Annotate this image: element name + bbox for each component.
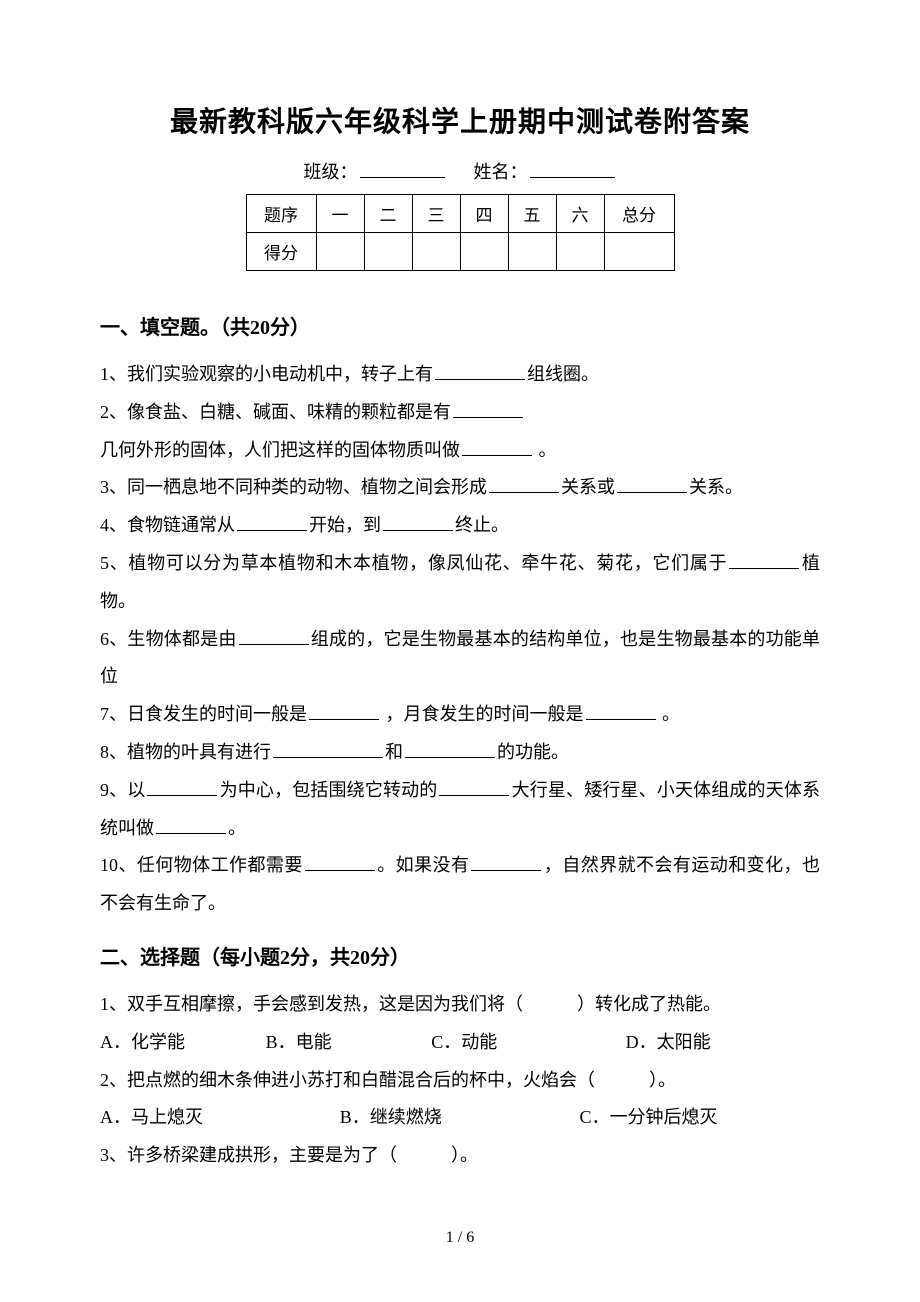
q4-text-c: 终止。 (455, 515, 509, 535)
score-cell-5[interactable] (508, 233, 556, 271)
q8-text-a: 8、植物的叶具有进行 (100, 742, 271, 762)
q8-text-c: 的功能。 (497, 742, 569, 762)
q4-text-a: 4、食物链通常从 (100, 515, 235, 535)
s2-q2: 2、把点燃的细木条伸进小苏打和白醋混合后的杯中，火焰会（ ）。 (100, 1062, 820, 1100)
s2-q2-options: A．马上熄灭 B．继续燃烧 C．一分钟后熄灭 (100, 1099, 820, 1137)
q4-text-b: 开始，到 (309, 515, 381, 535)
s2-q1: 1、双手互相摩擦，手会感到发热，这是因为我们将（ ）转化成了热能。 (100, 986, 820, 1024)
q7-text-a: 7、日食发生的时间一般是 (100, 704, 307, 724)
score-table: 题序 一 二 三 四 五 六 总分 得分 (246, 194, 675, 271)
s1-q7: 7、日食发生的时间一般是 ，月食发生的时间一般是 。 (100, 696, 820, 734)
s1-q4: 4、食物链通常从 开始，到 终止。 (100, 507, 820, 545)
q1-blank[interactable] (435, 362, 525, 380)
q4-blank-2[interactable] (383, 513, 453, 531)
q3-blank-2[interactable] (617, 475, 687, 493)
q9-text-a: 9、以 (100, 780, 145, 800)
score-table-header-row: 题序 一 二 三 四 五 六 总分 (246, 195, 674, 233)
q6-text-a: 6、生物体都是由 (100, 629, 237, 649)
score-cell-6[interactable] (556, 233, 604, 271)
q2-blank-2[interactable] (462, 438, 532, 456)
q2-text-c: 。 (534, 440, 557, 460)
class-label: 班级： (304, 162, 358, 182)
score-row-label: 得分 (246, 233, 316, 271)
q1-text-b: 组线圈。 (527, 364, 599, 384)
q3-text-c: 关系。 (689, 477, 743, 497)
s1-q1: 1、我们实验观察的小电动机中，转子上有 组线圈。 (100, 356, 820, 394)
q10-blank-2[interactable] (471, 853, 541, 871)
s2-q1-opt-c[interactable]: C．动能 (431, 1024, 625, 1062)
score-col-4: 四 (460, 195, 508, 233)
score-cell-3[interactable] (412, 233, 460, 271)
q10-text-a: 10、任何物体工作都需要 (100, 855, 303, 875)
q3-blank-1[interactable] (489, 475, 559, 493)
s1-q5: 5、植物可以分为草本植物和木本植物，像凤仙花、牵牛花、菊花，它们属于植物。 (100, 545, 820, 621)
q2-text-a: 2、像食盐、白糖、碱面、味精的颗粒都是有 (100, 402, 451, 422)
s1-q2: 2、像食盐、白糖、碱面、味精的颗粒都是有 (100, 394, 820, 432)
q9-blank-3[interactable] (156, 816, 226, 834)
s2-q1-options: A．化学能 B．电能 C．动能 D．太阳能 (100, 1024, 820, 1062)
score-table-value-row: 得分 (246, 233, 674, 271)
q7-text-c: 。 (658, 704, 681, 724)
q2-blank-1[interactable] (453, 400, 523, 418)
q6-blank[interactable] (239, 627, 309, 645)
score-cell-1[interactable] (316, 233, 364, 271)
name-label: 姓名： (474, 162, 528, 182)
s2-q1-opt-b[interactable]: B．电能 (266, 1024, 432, 1062)
q3-text-b: 关系或 (561, 477, 615, 497)
q7-text-b: ，月食发生的时间一般是 (381, 704, 584, 724)
s2-q1-opt-d[interactable]: D．太阳能 (626, 1024, 820, 1062)
s1-q8: 8、植物的叶具有进行 和 的功能。 (100, 734, 820, 772)
q10-blank-1[interactable] (305, 853, 375, 871)
score-col-1: 一 (316, 195, 364, 233)
student-info-line: 班级： 姓名： (100, 158, 820, 184)
q8-text-b: 和 (385, 742, 403, 762)
s2-q2-opt-a[interactable]: A．马上熄灭 (100, 1099, 340, 1137)
q5-blank[interactable] (729, 551, 799, 569)
name-blank[interactable] (530, 160, 615, 178)
page-title: 最新教科版六年级科学上册期中测试卷附答案 (100, 100, 820, 140)
q9-text-d: 。 (228, 818, 246, 838)
q3-text-a: 3、同一栖息地不同种类的动物、植物之间会形成 (100, 477, 487, 497)
q4-blank-1[interactable] (237, 513, 307, 531)
section-2-heading: 二、选择题（每小题2分，共20分） (100, 941, 820, 970)
score-col-3: 三 (412, 195, 460, 233)
q5-text-a: 5、植物可以分为草本植物和木本植物，像凤仙花、牵牛花、菊花，它们属于 (100, 553, 727, 573)
q7-blank-1[interactable] (309, 702, 379, 720)
score-col-label: 题序 (246, 195, 316, 233)
page-footer: 1 / 6 (0, 1229, 920, 1247)
score-col-total: 总分 (604, 195, 674, 233)
q9-blank-2[interactable] (439, 778, 509, 796)
score-col-6: 六 (556, 195, 604, 233)
q9-blank-1[interactable] (147, 778, 217, 796)
q8-blank-2[interactable] (405, 740, 495, 758)
s1-q9: 9、以为中心，包括围绕它转动的大行星、矮行星、小天体组成的天体系统叫做。 (100, 772, 820, 848)
s1-q3: 3、同一栖息地不同种类的动物、植物之间会形成 关系或 关系。 (100, 469, 820, 507)
s2-q2-opt-c[interactable]: C．一分钟后熄灭 (580, 1099, 820, 1137)
q7-blank-2[interactable] (586, 702, 656, 720)
score-cell-2[interactable] (364, 233, 412, 271)
s1-q6: 6、生物体都是由组成的，它是生物最基本的结构单位，也是生物最基本的功能单位 (100, 621, 820, 697)
q1-text-a: 1、我们实验观察的小电动机中，转子上有 (100, 364, 433, 384)
score-col-2: 二 (364, 195, 412, 233)
s2-q2-opt-b[interactable]: B．继续燃烧 (340, 1099, 580, 1137)
s1-q10: 10、任何物体工作都需要。如果没有，自然界就不会有运动和变化，也不会有生命了。 (100, 847, 820, 923)
s2-q3: 3、许多桥梁建成拱形，主要是为了（ ）。 (100, 1137, 820, 1175)
score-cell-4[interactable] (460, 233, 508, 271)
score-cell-total[interactable] (604, 233, 674, 271)
section-1-heading: 一、填空题。（共20分） (100, 311, 820, 340)
q2-text-b: 几何外形的固体，人们把这样的固体物质叫做 (100, 440, 460, 460)
q8-blank-1[interactable] (273, 740, 383, 758)
class-blank[interactable] (360, 160, 445, 178)
s1-q2-line2: 几何外形的固体，人们把这样的固体物质叫做 。 (100, 432, 820, 470)
s2-q1-opt-a[interactable]: A．化学能 (100, 1024, 266, 1062)
score-col-5: 五 (508, 195, 556, 233)
q9-text-b: 为中心，包括围绕它转动的 (219, 780, 437, 800)
q10-text-b: 。如果没有 (377, 855, 470, 875)
